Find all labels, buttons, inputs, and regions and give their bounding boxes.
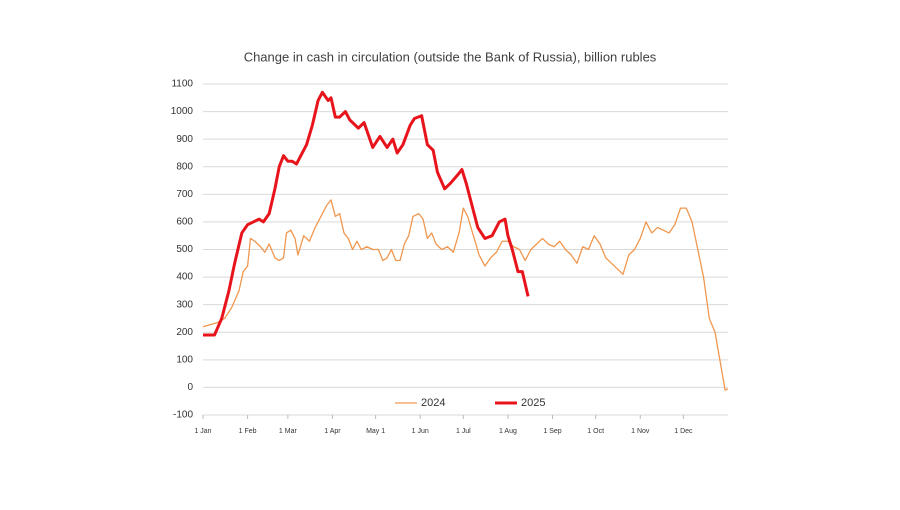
y-tick-label: 800 xyxy=(176,161,193,172)
y-tick-label: 300 xyxy=(176,299,193,310)
chart-title: Change in cash in circulation (outside t… xyxy=(244,49,657,64)
y-tick-label: 1000 xyxy=(171,106,194,117)
x-tick-label: 1 Jan xyxy=(194,428,211,435)
y-tick-label: 600 xyxy=(176,217,193,228)
y-tick-label: 100 xyxy=(176,354,193,365)
x-tick-label: 1 Sep xyxy=(543,428,561,435)
line-series xyxy=(203,90,530,337)
y-tick-label: 700 xyxy=(176,189,193,200)
x-tick-label: 1 Oct xyxy=(587,428,604,435)
y-tick-label: 0 xyxy=(187,382,193,393)
x-tick-label: 1 Feb xyxy=(239,428,257,435)
y-tick-label: 1100 xyxy=(171,79,193,90)
legend-label: 2025 xyxy=(521,397,545,409)
x-tick-label: 1 Nov xyxy=(631,428,650,435)
line-series xyxy=(202,199,729,391)
x-tick-label: 1 Mar xyxy=(279,428,298,435)
x-tick-label: 1 Apr xyxy=(324,428,341,435)
y-tick-label: 400 xyxy=(176,272,193,283)
x-tick-label: 1 Aug xyxy=(499,428,517,435)
y-tick-label: -100 xyxy=(173,410,193,421)
x-tick-label: 1 Jun xyxy=(412,428,429,435)
x-tick-label: 1 Dec xyxy=(674,428,693,435)
y-tick-label: 900 xyxy=(176,134,193,145)
x-tick-label: 1 Jul xyxy=(456,428,471,435)
y-tick-label: 500 xyxy=(176,244,193,255)
x-tick-label: May 1 xyxy=(366,428,385,435)
legend-label: 2024 xyxy=(421,397,445,409)
y-tick-label: 200 xyxy=(176,327,193,338)
